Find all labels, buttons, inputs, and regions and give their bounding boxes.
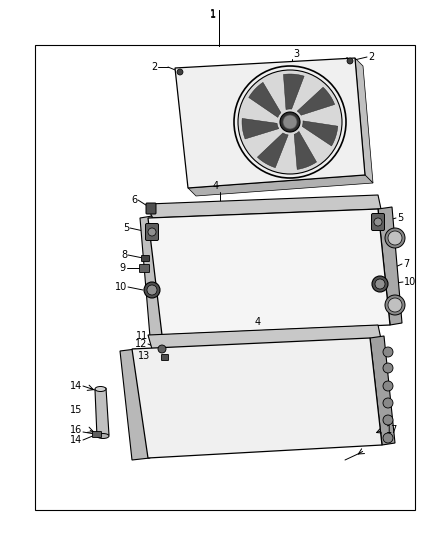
Circle shape [280,112,300,132]
Polygon shape [140,216,164,337]
Circle shape [383,433,393,443]
Circle shape [383,347,393,357]
Polygon shape [242,118,279,139]
Circle shape [147,285,157,295]
Polygon shape [283,74,304,110]
Text: 1: 1 [210,10,216,20]
Circle shape [283,115,297,129]
Circle shape [388,298,402,312]
Polygon shape [150,325,381,351]
Polygon shape [294,132,317,169]
FancyBboxPatch shape [92,432,102,438]
Circle shape [158,345,166,353]
Circle shape [383,381,393,391]
Text: 13: 13 [138,351,150,361]
Text: 17: 17 [386,425,399,435]
FancyBboxPatch shape [371,214,385,230]
Circle shape [238,70,342,174]
Text: 12: 12 [134,339,147,349]
Text: 4: 4 [213,181,219,191]
Polygon shape [355,58,373,183]
Polygon shape [175,58,365,188]
Text: 10: 10 [115,282,127,292]
Circle shape [375,279,385,289]
FancyBboxPatch shape [162,354,169,360]
Circle shape [388,231,402,245]
Text: 2: 2 [368,52,374,62]
FancyBboxPatch shape [146,203,156,214]
Polygon shape [148,325,381,349]
Polygon shape [378,207,402,325]
Ellipse shape [95,386,106,392]
Text: 6: 6 [131,195,137,205]
Text: 14: 14 [70,435,82,445]
Circle shape [347,58,353,64]
Text: 4: 4 [255,317,261,327]
Text: 8: 8 [121,250,127,260]
Polygon shape [302,121,338,146]
Polygon shape [120,349,150,460]
Circle shape [372,276,388,292]
Polygon shape [370,336,395,445]
Text: 5: 5 [397,213,403,223]
Bar [35,45,415,510]
Circle shape [385,295,405,315]
Circle shape [385,228,405,248]
Polygon shape [378,194,381,209]
Circle shape [177,69,183,75]
FancyBboxPatch shape [145,223,159,240]
Circle shape [383,415,393,425]
Polygon shape [132,338,382,458]
Text: 14: 14 [70,381,82,391]
FancyBboxPatch shape [139,264,149,272]
Text: 10: 10 [404,277,416,287]
Polygon shape [249,82,281,117]
Circle shape [383,398,393,408]
Circle shape [148,228,156,236]
Polygon shape [148,209,390,335]
Polygon shape [148,195,381,218]
Text: 9: 9 [120,263,126,273]
Text: 15: 15 [70,405,82,415]
Polygon shape [297,87,335,115]
Text: 11: 11 [136,331,148,341]
Text: 2: 2 [151,62,157,72]
Polygon shape [95,388,109,437]
Text: 16: 16 [70,425,82,435]
Circle shape [374,218,382,226]
FancyBboxPatch shape [141,255,149,262]
Polygon shape [188,175,373,196]
Text: 7: 7 [403,259,409,269]
Ellipse shape [97,433,109,439]
Circle shape [144,282,160,298]
Text: 5: 5 [123,223,129,233]
Text: 1: 1 [210,9,216,19]
Circle shape [383,363,393,373]
Text: 3: 3 [293,49,299,59]
Polygon shape [258,133,288,168]
